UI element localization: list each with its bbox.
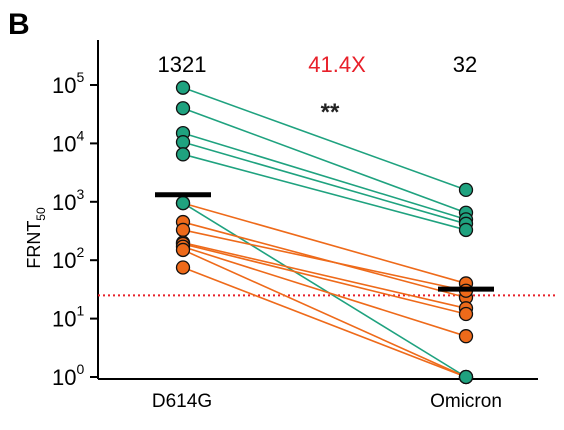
pair-line bbox=[182, 245, 467, 337]
category-label-omicron: Omicron bbox=[430, 391, 502, 412]
data-point-d614g bbox=[175, 101, 191, 116]
y-tick-exponent: 5 bbox=[76, 69, 84, 85]
data-point-d614g bbox=[175, 135, 191, 150]
d614g-group-value: 1321 bbox=[158, 52, 207, 77]
omicron-group-value: 32 bbox=[453, 52, 477, 77]
data-point-d614g bbox=[175, 147, 191, 162]
y-tick-label: 105 bbox=[52, 69, 84, 98]
category-label-d614g: D614G bbox=[152, 391, 212, 412]
data-point-omicron bbox=[458, 306, 474, 322]
y-tick-base: 10 bbox=[52, 131, 76, 156]
pair-line bbox=[182, 86, 467, 191]
y-tick-label: 102 bbox=[52, 244, 84, 273]
y-tick-exponent: 1 bbox=[76, 303, 84, 319]
pair-line bbox=[182, 132, 467, 221]
data-point-omicron bbox=[458, 369, 474, 385]
y-tick-base: 10 bbox=[52, 307, 76, 332]
y-tick-base: 10 bbox=[52, 365, 76, 390]
pair-line bbox=[182, 107, 467, 214]
pair-lines-layer bbox=[182, 86, 467, 378]
y-axis-label: FRNT50 bbox=[24, 207, 48, 269]
pair-line bbox=[182, 141, 467, 225]
pair-line bbox=[182, 243, 467, 315]
data-point-omicron bbox=[458, 182, 474, 198]
y-tick-label: 101 bbox=[52, 303, 84, 332]
pair-line bbox=[182, 153, 467, 231]
y-tick-label: 104 bbox=[52, 127, 84, 156]
y-tick-label: 100 bbox=[52, 361, 84, 390]
pair-line bbox=[182, 266, 467, 378]
pair-line bbox=[182, 229, 467, 292]
y-axis-label-base: FRNT bbox=[24, 221, 44, 269]
pair-line bbox=[182, 241, 467, 310]
data-point-d614g bbox=[175, 222, 191, 238]
geometric-means-layer bbox=[155, 192, 494, 292]
data-points-layer bbox=[175, 80, 474, 385]
pair-line bbox=[182, 249, 467, 378]
y-tick-base: 10 bbox=[52, 73, 76, 98]
pair-line bbox=[182, 202, 467, 285]
y-tick-exponent: 2 bbox=[76, 244, 84, 260]
data-point-d614g bbox=[175, 260, 191, 275]
fold-change-label: 41.4X bbox=[308, 52, 366, 77]
y-tick-exponent: 0 bbox=[76, 361, 84, 377]
y-tick-base: 10 bbox=[52, 248, 76, 273]
data-point-d614g bbox=[175, 80, 191, 95]
pair-line bbox=[182, 202, 467, 378]
data-point-omicron bbox=[458, 329, 474, 344]
data-point-d614g bbox=[175, 242, 191, 258]
y-axis-label-sub: 50 bbox=[34, 207, 48, 221]
y-tick-base: 10 bbox=[52, 190, 76, 215]
data-point-omicron bbox=[458, 222, 474, 238]
panel-label: B bbox=[8, 8, 30, 41]
y-tick-label: 103 bbox=[52, 186, 84, 215]
data-point-d614g bbox=[175, 195, 191, 211]
significance-label: ** bbox=[321, 99, 340, 126]
y-tick-exponent: 3 bbox=[76, 186, 84, 202]
y-tick-exponent: 4 bbox=[76, 127, 84, 143]
